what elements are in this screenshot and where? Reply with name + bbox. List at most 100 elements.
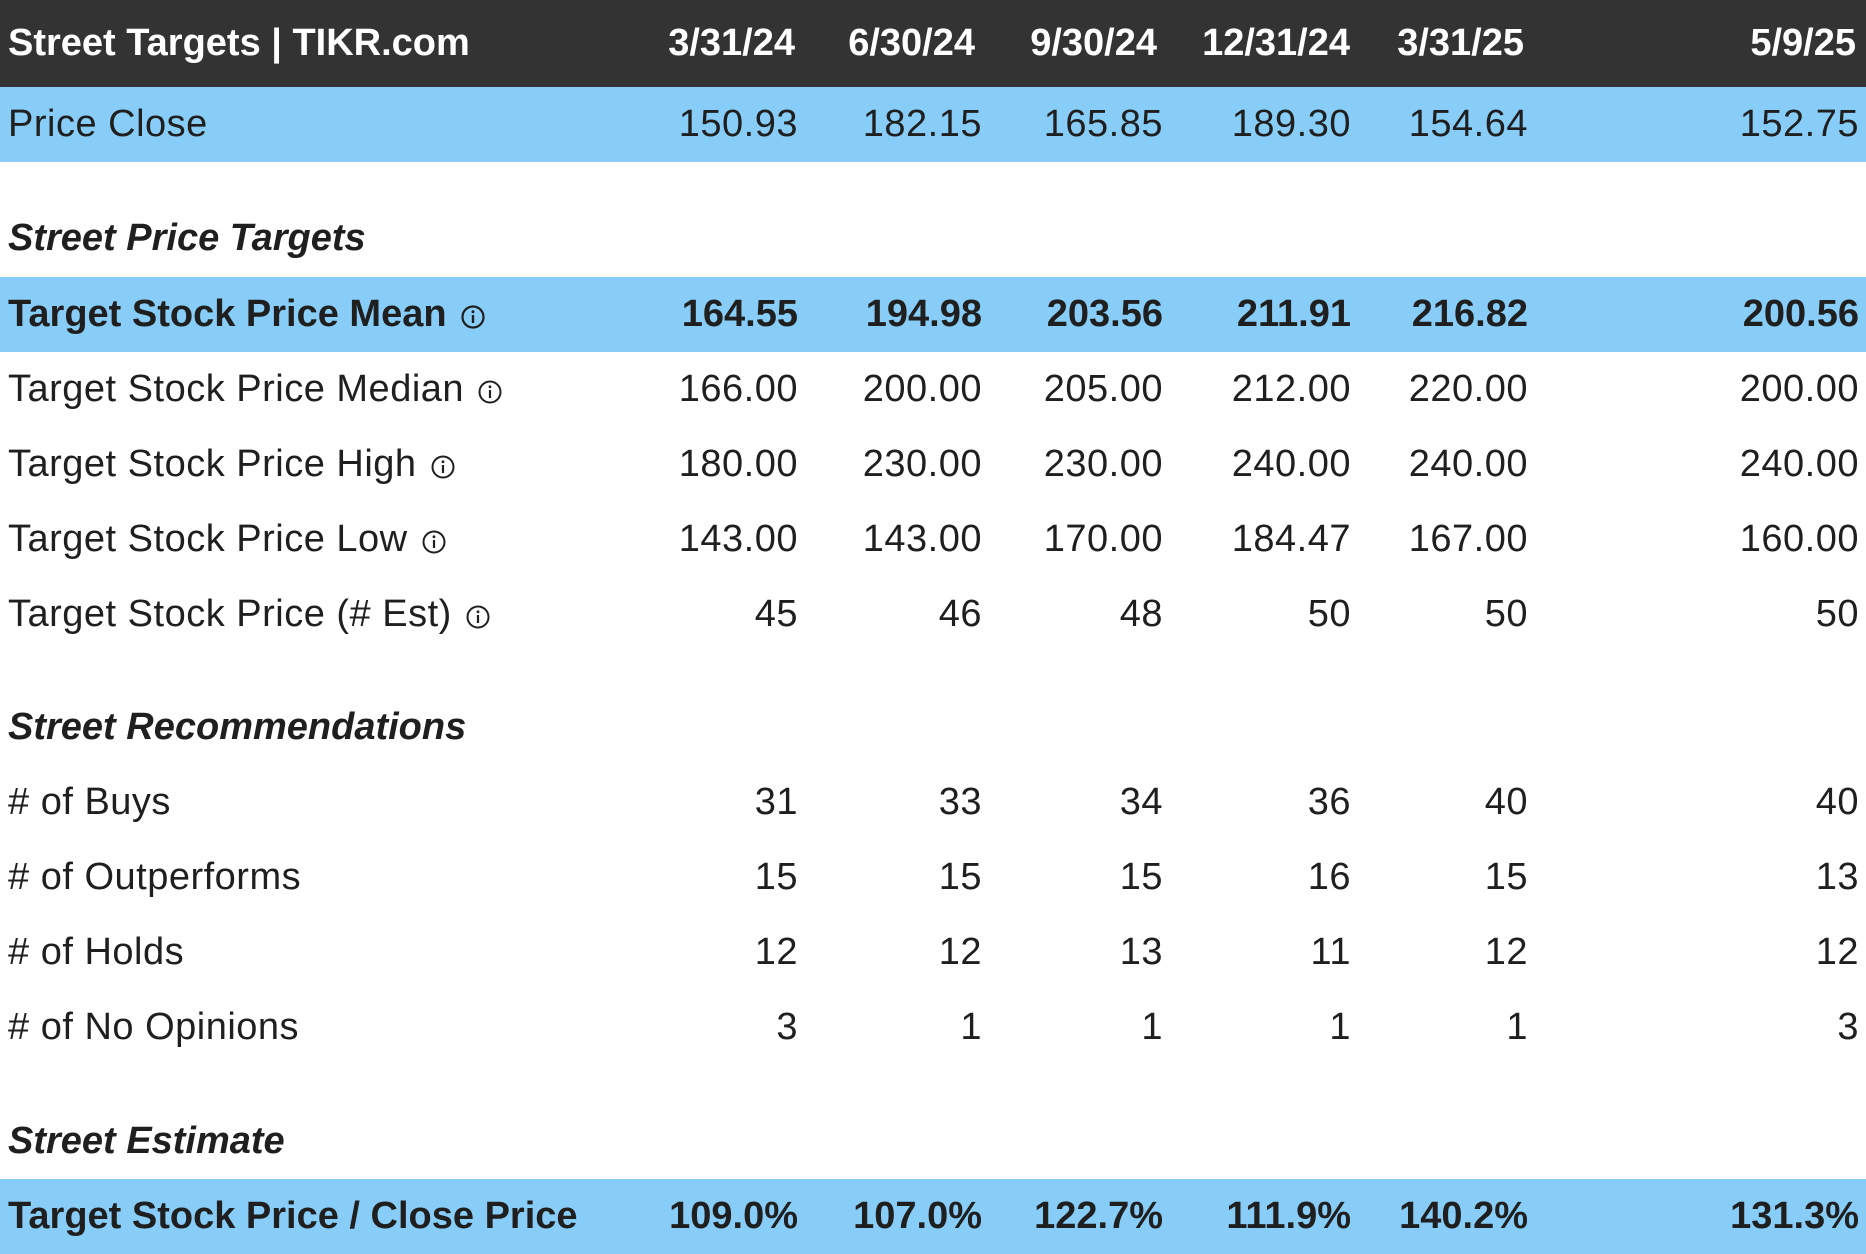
info-icon[interactable]	[460, 304, 485, 329]
value-cell: 240.00	[1739, 443, 1859, 485]
info-icon[interactable]	[431, 455, 455, 479]
table-title: Street Targets | TIKR.com	[8, 22, 470, 64]
target-low-row: Target Stock Price Low 143.00 143.00 170…	[0, 502, 1866, 577]
value-cell: 182.15	[862, 103, 982, 145]
section-heading-estimate: Street Estimate	[0, 1111, 1866, 1171]
value-cell: 3	[776, 1006, 798, 1048]
value-cell: 216.82	[1411, 293, 1528, 335]
row-label: Target Stock Price Mean	[8, 293, 447, 335]
value-cell: 240.00	[1231, 443, 1351, 485]
value-cell: 34	[1119, 781, 1163, 823]
section-heading-recommendations: Street Recommendations	[0, 697, 1866, 757]
row-label: Target Stock Price (# Est)	[8, 593, 452, 635]
section-heading-price-targets: Street Price Targets	[0, 208, 1866, 268]
row-label-with-icon: Target Stock Price Low	[8, 518, 446, 561]
value-cell: 122.7%	[1034, 1195, 1163, 1237]
value-cell: 13	[1815, 856, 1859, 898]
value-cell: 200.00	[862, 368, 982, 410]
value-cell: 143.00	[678, 518, 798, 560]
value-cell: 164.55	[681, 293, 798, 335]
value-cell: 166.00	[678, 368, 798, 410]
value-cell: 12	[1815, 931, 1859, 973]
row-label-with-icon: Target Stock Price (# Est)	[8, 593, 490, 636]
value-cell: 40	[1815, 781, 1859, 823]
value-cell: 15	[754, 856, 798, 898]
row-label: Target Stock Price Low	[8, 518, 408, 560]
value-cell: 1	[1506, 1006, 1528, 1048]
target-mean-row: Target Stock Price Mean 164.55 194.98 20…	[0, 277, 1866, 352]
value-cell: 50	[1307, 593, 1351, 635]
section-title: Street Estimate	[8, 1119, 285, 1162]
value-cell: 15	[1119, 856, 1163, 898]
row-label-with-icon: Target Stock Price High	[8, 443, 455, 486]
value-cell: 16	[1307, 856, 1351, 898]
row-label-with-icon: Target Stock Price Median	[8, 368, 502, 411]
value-cell: 184.47	[1231, 518, 1351, 560]
row-label: Target Stock Price / Close Price	[8, 1195, 578, 1237]
column-header-date: 12/31/24	[1202, 22, 1350, 64]
section-title: Street Price Targets	[8, 216, 366, 259]
row-label: Price Close	[8, 103, 208, 145]
value-cell: 220.00	[1408, 368, 1528, 410]
value-cell: 48	[1119, 593, 1163, 635]
value-cell: 194.98	[865, 293, 982, 335]
row-label: # of Holds	[8, 931, 185, 973]
value-cell: 165.85	[1043, 103, 1163, 145]
value-cell: 1	[1141, 1006, 1163, 1048]
value-cell: 50	[1815, 593, 1859, 635]
value-cell: 45	[754, 593, 798, 635]
section-title: Street Recommendations	[8, 705, 467, 748]
value-cell: 167.00	[1408, 518, 1528, 560]
value-cell: 160.00	[1739, 518, 1859, 560]
price-close-row: Price Close 150.93 182.15 165.85 189.30 …	[0, 87, 1866, 162]
value-cell: 170.00	[1043, 518, 1163, 560]
target-close-ratio-row: Target Stock Price / Close Price 109.0% …	[0, 1179, 1866, 1254]
value-cell: 11	[1310, 931, 1351, 973]
value-cell: 203.56	[1046, 293, 1163, 335]
buys-row: # of Buys 31 33 34 36 40 40	[0, 765, 1866, 840]
value-cell: 200.00	[1739, 368, 1859, 410]
value-cell: 46	[938, 593, 982, 635]
value-cell: 33	[938, 781, 982, 823]
info-icon[interactable]	[422, 530, 446, 554]
no-opinions-row: # of No Opinions 3 1 1 1 1 3	[0, 990, 1866, 1065]
value-cell: 36	[1307, 781, 1351, 823]
value-cell: 3	[1837, 1006, 1859, 1048]
value-cell: 107.0%	[853, 1195, 982, 1237]
value-cell: 154.64	[1408, 103, 1528, 145]
value-cell: 15	[1484, 856, 1528, 898]
target-est-count-row: Target Stock Price (# Est) 45 46 48 50 5…	[0, 577, 1866, 652]
info-icon[interactable]	[466, 605, 490, 629]
value-cell: 13	[1119, 931, 1163, 973]
value-cell: 111.9%	[1226, 1195, 1351, 1237]
table-header: Street Targets | TIKR.com 3/31/24 6/30/2…	[0, 0, 1866, 87]
row-label: # of No Opinions	[8, 1006, 300, 1048]
row-label: Target Stock Price High	[8, 443, 417, 485]
value-cell: 15	[938, 856, 982, 898]
outperforms-row: # of Outperforms 15 15 15 16 15 13	[0, 840, 1866, 915]
row-label: Target Stock Price Median	[8, 368, 465, 410]
row-label-with-icon: Target Stock Price Mean	[8, 293, 485, 336]
info-icon[interactable]	[478, 380, 502, 404]
value-cell: 1	[960, 1006, 982, 1048]
value-cell: 143.00	[862, 518, 982, 560]
value-cell: 150.93	[678, 103, 798, 145]
value-cell: 50	[1484, 593, 1528, 635]
value-cell: 131.3%	[1730, 1195, 1859, 1237]
value-cell: 12	[754, 931, 798, 973]
column-header-date: 9/30/24	[1030, 22, 1157, 64]
value-cell: 240.00	[1408, 443, 1528, 485]
value-cell: 212.00	[1231, 368, 1351, 410]
value-cell: 31	[754, 781, 798, 823]
value-cell: 200.56	[1742, 293, 1859, 335]
value-cell: 211.91	[1236, 293, 1351, 335]
value-cell: 230.00	[862, 443, 982, 485]
row-label: # of Outperforms	[8, 856, 302, 898]
value-cell: 40	[1484, 781, 1528, 823]
column-header-date: 3/31/25	[1397, 22, 1524, 64]
column-header-date: 6/30/24	[848, 22, 975, 64]
value-cell: 12	[938, 931, 982, 973]
value-cell: 189.30	[1231, 103, 1351, 145]
value-cell: 180.00	[678, 443, 798, 485]
holds-row: # of Holds 12 12 13 11 12 12	[0, 915, 1866, 990]
